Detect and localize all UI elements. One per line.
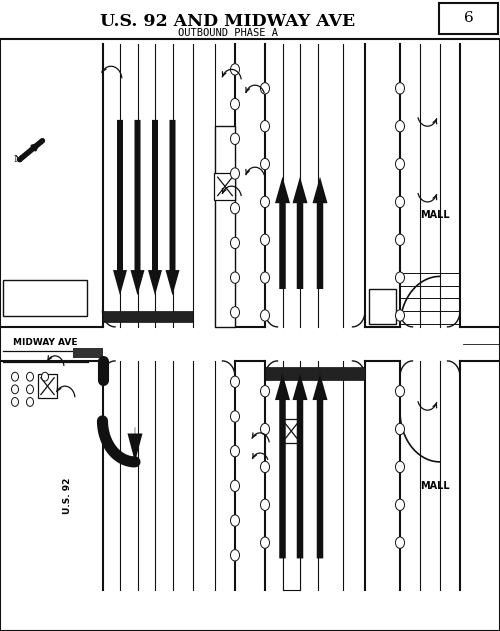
Circle shape — [230, 237, 239, 249]
Circle shape — [396, 499, 404, 510]
Text: MEDIAN: MEDIAN — [370, 304, 395, 309]
Circle shape — [396, 310, 404, 321]
FancyArrow shape — [113, 120, 127, 295]
Circle shape — [260, 310, 270, 321]
Circle shape — [260, 461, 270, 473]
Bar — [102, 311, 192, 322]
Circle shape — [26, 385, 34, 394]
Circle shape — [230, 98, 239, 110]
Circle shape — [230, 272, 239, 283]
Text: OUTBOUND PHASE A: OUTBOUND PHASE A — [178, 28, 278, 38]
Circle shape — [26, 372, 34, 381]
Circle shape — [260, 537, 270, 548]
Circle shape — [260, 272, 270, 283]
FancyArrow shape — [128, 427, 142, 462]
Circle shape — [42, 372, 48, 381]
FancyArrow shape — [130, 120, 144, 295]
FancyArrow shape — [148, 120, 162, 295]
Circle shape — [396, 461, 404, 473]
Text: U.S. 92: U.S. 92 — [63, 477, 72, 514]
Circle shape — [260, 423, 270, 435]
Circle shape — [260, 83, 270, 94]
Bar — [282, 372, 300, 590]
Text: 6: 6 — [464, 11, 473, 25]
Bar — [369, 289, 396, 324]
Bar — [282, 419, 301, 443]
Text: MEDIAN: MEDIAN — [32, 295, 58, 300]
Circle shape — [260, 158, 270, 170]
Circle shape — [26, 398, 34, 406]
Text: N: N — [13, 155, 22, 164]
Circle shape — [396, 158, 404, 170]
Circle shape — [260, 196, 270, 208]
Circle shape — [396, 272, 404, 283]
Circle shape — [230, 445, 239, 457]
FancyArrow shape — [312, 177, 328, 289]
Text: MEDIAN: MEDIAN — [222, 214, 228, 239]
Text: MEDIAN: MEDIAN — [289, 494, 294, 516]
Bar — [439, 3, 498, 34]
Text: MALL: MALL — [420, 481, 450, 491]
FancyArrow shape — [292, 374, 308, 558]
Circle shape — [230, 480, 239, 492]
Bar — [38, 374, 57, 398]
FancyArrow shape — [166, 120, 179, 295]
Circle shape — [12, 398, 18, 406]
Circle shape — [12, 372, 18, 381]
Circle shape — [230, 411, 239, 422]
FancyArrow shape — [275, 177, 290, 289]
Circle shape — [230, 515, 239, 526]
Circle shape — [230, 550, 239, 561]
Circle shape — [230, 376, 239, 387]
Bar — [2, 280, 87, 316]
Circle shape — [230, 168, 239, 179]
Circle shape — [230, 307, 239, 318]
Circle shape — [396, 234, 404, 245]
Bar — [72, 348, 102, 358]
Circle shape — [260, 386, 270, 397]
Circle shape — [260, 121, 270, 132]
Circle shape — [230, 133, 239, 144]
Text: MIDWAY AVE: MIDWAY AVE — [13, 338, 77, 346]
Circle shape — [396, 121, 404, 132]
FancyArrow shape — [292, 177, 308, 289]
Circle shape — [396, 423, 404, 435]
Circle shape — [396, 386, 404, 397]
Bar — [214, 173, 236, 199]
Circle shape — [230, 203, 239, 214]
Circle shape — [260, 234, 270, 245]
Circle shape — [12, 385, 18, 394]
Bar — [215, 126, 235, 327]
FancyArrow shape — [312, 374, 328, 558]
Circle shape — [230, 64, 239, 75]
Text: MALL: MALL — [420, 209, 450, 220]
Circle shape — [396, 196, 404, 208]
Text: U.S. 92 AND MIDWAY AVE: U.S. 92 AND MIDWAY AVE — [100, 13, 355, 30]
Bar — [265, 367, 365, 380]
FancyArrow shape — [275, 374, 290, 558]
Circle shape — [396, 83, 404, 94]
Circle shape — [396, 537, 404, 548]
Circle shape — [260, 499, 270, 510]
